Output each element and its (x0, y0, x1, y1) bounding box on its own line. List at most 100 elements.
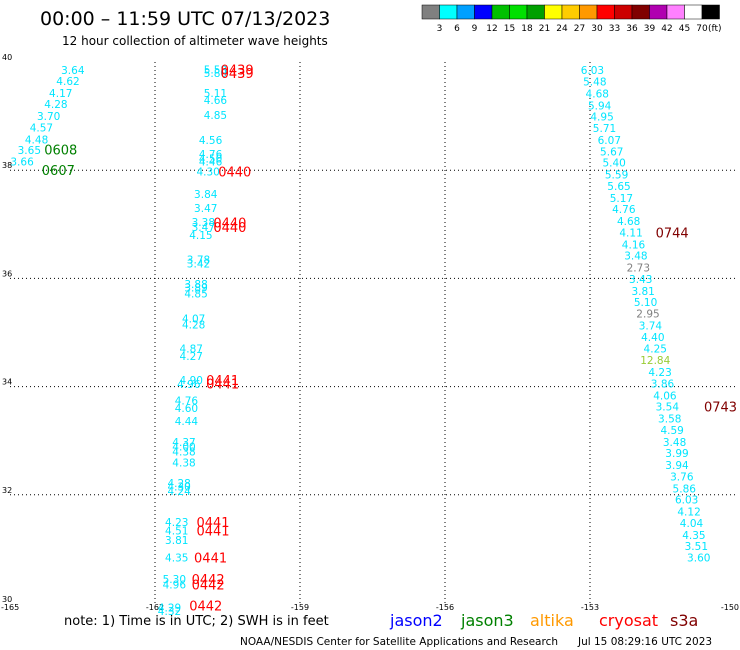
wave-height-label: 4.25 (644, 344, 667, 356)
wave-height-label: 4.76 (612, 204, 636, 216)
wave-height-label: 4.24 (167, 486, 191, 498)
scale-label: 3 (437, 24, 443, 34)
wave-height-label: 5.11 (204, 88, 227, 100)
scale-label: 27 (574, 24, 585, 34)
footer-note: note: 1) Time is in UTC; 2) SWH is in fe… (64, 614, 329, 629)
pass-time-label: 0439 (221, 67, 254, 82)
scale-swatch (631, 4, 650, 20)
y-tick-label: 38 (2, 161, 12, 170)
wave-height-label: 4.85 (204, 110, 227, 122)
wave-height-label: 5.48 (583, 76, 606, 88)
wave-height-label: 4.38 (172, 447, 195, 459)
wave-height-label: 4.27 (180, 351, 203, 363)
wave-height-label: 4.40 (641, 332, 664, 344)
wave-height-label: 4.60 (175, 403, 198, 415)
scale-swatch (544, 4, 563, 20)
wave-height-label: 4.32 (158, 606, 181, 618)
scale-label: 15 (504, 24, 515, 34)
satellite-legend-jason3: jason3 (460, 611, 514, 630)
scale-swatch (526, 4, 545, 20)
pass-time-label: 0607 (42, 164, 75, 179)
wave-height-label: 3.86 (651, 378, 675, 390)
wave-height-label: 6.03 (581, 65, 604, 77)
wave-height-label: 4.30 (167, 482, 190, 494)
wave-height-label: 3.99 (665, 448, 688, 460)
wave-height-label: 4.59 (660, 425, 683, 437)
pass-time-label: 0441 (196, 516, 229, 531)
wave-height-label: 3.70 (37, 111, 60, 123)
wave-height-label: 3.84 (194, 189, 218, 201)
x-tick-label: -159 (291, 603, 309, 612)
pass-time-label: 0744 (656, 226, 689, 241)
wave-height-label: 4.35 (165, 553, 188, 565)
wave-height-label: 4.90 (180, 375, 203, 387)
wave-height-label: 4.17 (49, 88, 72, 100)
scale-unit: (ft) (708, 24, 722, 34)
wave-height-label: 4.06 (653, 390, 677, 402)
wave-height-label: 4.68 (586, 88, 609, 100)
pass-time-label: 0440 (213, 221, 246, 236)
wave-height-label: 4.37 (172, 437, 195, 449)
wave-height-label: 4.28 (44, 99, 67, 111)
axis-tick-labels: -165 -162 -159 -156 -153 -150 30 32 34 36 38 40 (1, 53, 739, 612)
wave-height-label: 4.29 (158, 602, 181, 614)
wave-height-label: 4.11 (619, 227, 642, 239)
scale-swatch (684, 4, 703, 20)
wave-height-label: 4.07 (182, 313, 205, 325)
scale-label: 18 (521, 24, 533, 34)
scale-label: 39 (644, 24, 656, 34)
wave-height-label: 3.47 (194, 203, 217, 215)
wave-height-label: 3.94 (665, 460, 689, 472)
color-scale-legend: 3 6 9 12 15 18 21 24 27 30 33 36 39 42 45 70 (ft) (421, 4, 722, 34)
satellite-legend: jason2 jason3 altika cryosat s3a (389, 611, 698, 630)
pass-time-label: 0441 (206, 377, 239, 392)
wave-height-label: 4.62 (56, 76, 79, 88)
wave-height-labels: 3.644.624.174.283.704.574.483.653.665.58… (10, 65, 710, 619)
wave-height-label: 4.87 (180, 344, 203, 356)
wave-height-label: 3.64 (61, 65, 85, 77)
scale-label: 30 (591, 24, 603, 34)
y-tick-label: 36 (2, 269, 12, 278)
pass-time-label: 0441 (206, 374, 239, 389)
wave-height-label: 5.71 (593, 123, 616, 135)
scale-swatch (421, 4, 440, 20)
wave-height-label: 3.58 (658, 414, 681, 426)
y-tick-label: 30 (2, 595, 12, 604)
scale-swatch (614, 4, 633, 20)
y-tick-label: 40 (2, 53, 12, 62)
scale-swatch (474, 4, 493, 20)
pass-time-label: 0441 (196, 525, 229, 540)
scale-label: 36 (626, 24, 638, 34)
wave-height-label: 4.12 (677, 507, 700, 519)
wave-height-label: 4.57 (30, 122, 53, 134)
scale-label: 12 (486, 24, 497, 34)
wave-height-label: 6.03 (675, 495, 698, 507)
wave-height-label: 4.95 (590, 112, 613, 124)
wave-height-label: 2.95 (636, 309, 659, 321)
satellite-legend-cryosat: cryosat (599, 611, 658, 630)
chart-subtitle: 12 hour collection of altimeter wave hei… (62, 34, 328, 48)
satellite-legend-jason2: jason2 (389, 611, 443, 630)
scale-swatch (596, 4, 615, 20)
wave-height-label: 3.54 (656, 402, 680, 414)
wave-height-label: 3.47 (192, 222, 215, 234)
scale-label: 45 (679, 24, 690, 34)
wave-height-label: 3.48 (663, 437, 686, 449)
wave-height-label: 4.00 (172, 442, 195, 454)
wave-height-label: 4.28 (167, 478, 190, 490)
pass-time-label: 0439 (221, 64, 254, 79)
scale-swatch (701, 4, 720, 20)
pass-time-label: 0608 (44, 144, 77, 159)
wave-height-label: 5.40 (602, 158, 625, 170)
wave-height-label: 3.74 (639, 320, 663, 332)
wave-height-label: 5.17 (610, 193, 633, 205)
x-tick-label: -162 (146, 603, 164, 612)
wave-height-label: 3.48 (624, 251, 647, 263)
wave-height-label: 3.78 (187, 254, 210, 266)
wave-height-label: 12.84 (640, 355, 670, 367)
plot-grid (10, 62, 735, 603)
wave-height-label: 4.44 (175, 416, 199, 428)
wave-height-label: 5.67 (600, 146, 623, 158)
wave-height-label: 5.65 (607, 181, 630, 193)
wave-height-label: 3.81 (631, 286, 654, 298)
